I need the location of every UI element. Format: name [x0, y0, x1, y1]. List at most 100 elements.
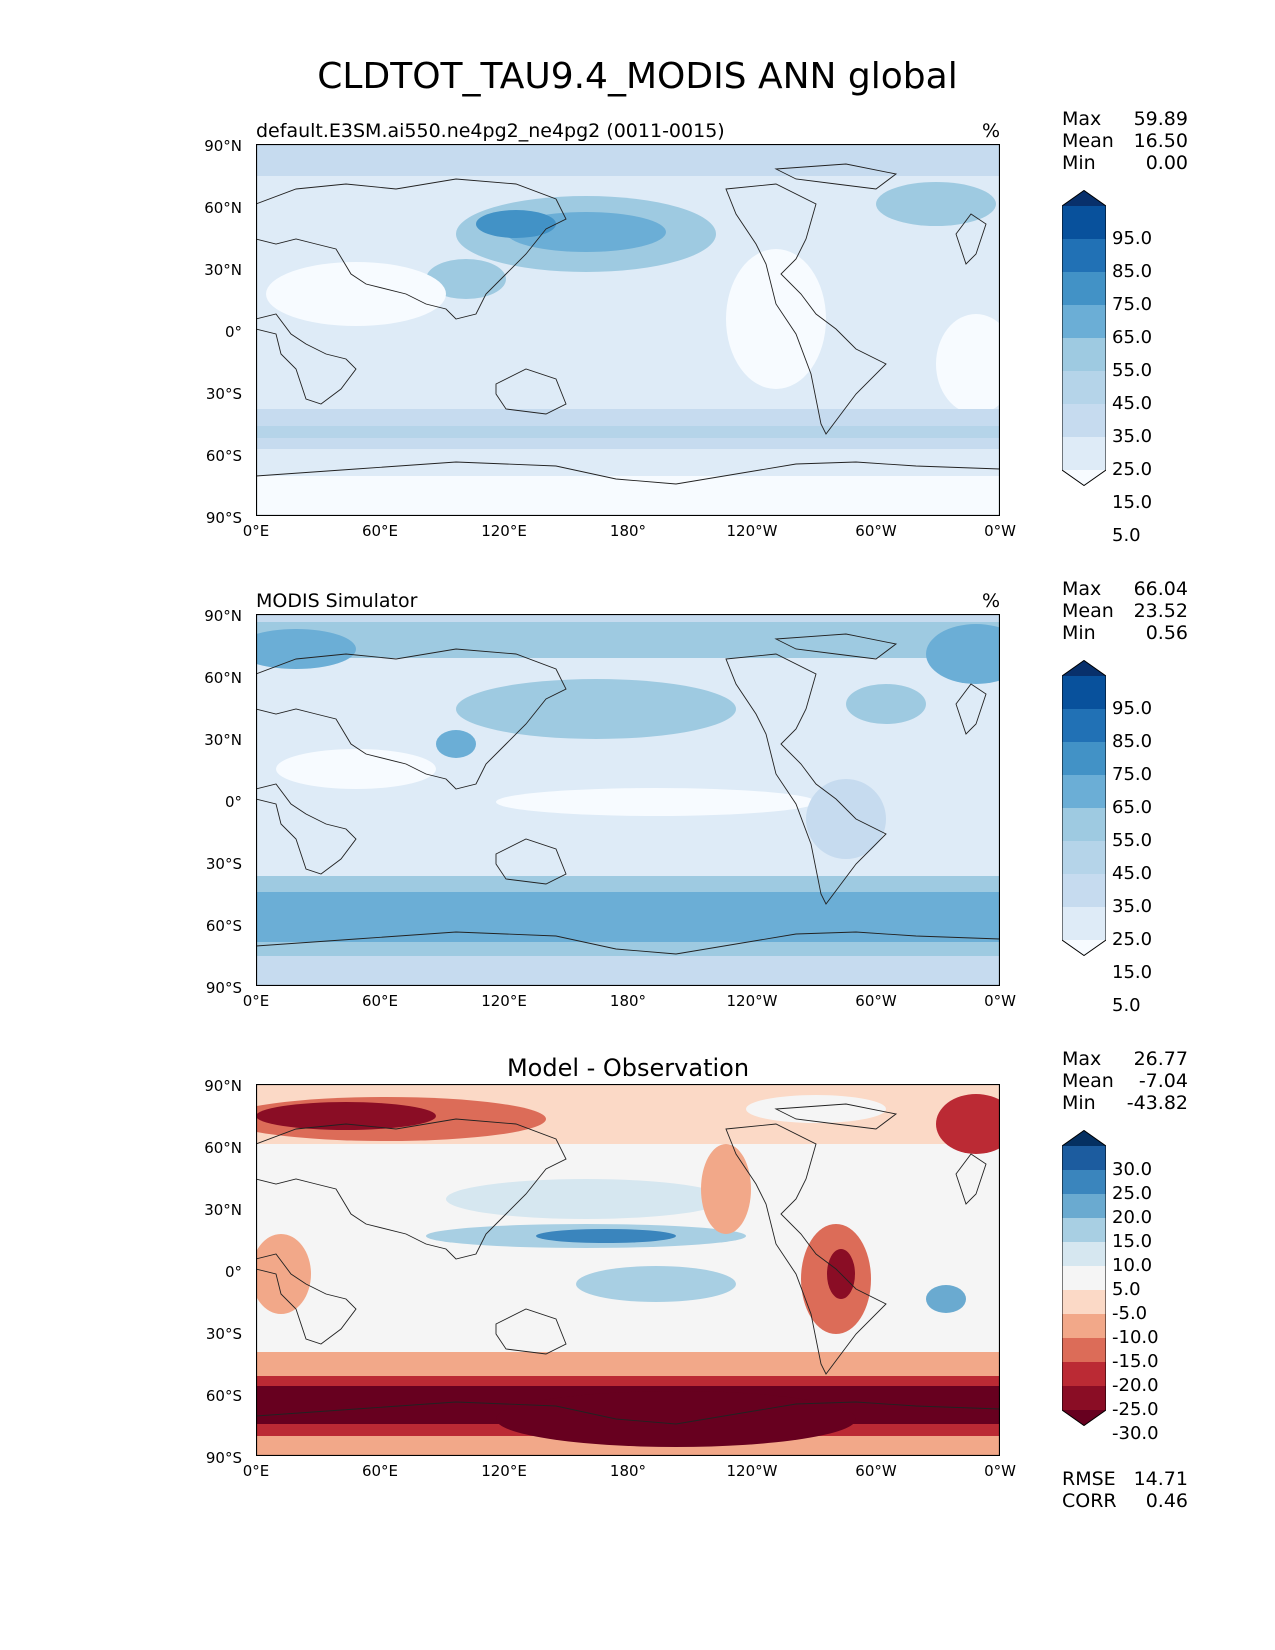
colorbar	[1062, 660, 1106, 956]
colorbar-tick-label: 75.0	[1112, 764, 1153, 785]
y-tick: 90°S	[205, 1449, 242, 1467]
colorbar-segment	[1062, 1386, 1106, 1411]
colorbar-tick-label: 95.0	[1112, 228, 1153, 249]
obs-panel: MODIS Simulator %	[0, 578, 1275, 1040]
x-tick: 120°W	[726, 992, 778, 1010]
max-value: 59.89	[1133, 108, 1188, 130]
y-tick: 0°	[224, 323, 242, 341]
colorbar-tick-label: 45.0	[1112, 863, 1153, 884]
max-label: Max	[1062, 578, 1102, 600]
y-tick: 60°N	[204, 669, 242, 687]
y-tick: 90°S	[205, 979, 242, 997]
x-tick: 0°E	[242, 1462, 270, 1480]
mean-label: Mean	[1062, 130, 1114, 152]
y-tick: 30°S	[205, 1325, 242, 1343]
metrics-block: RMSE 14.71 CORR 0.46	[1062, 1468, 1188, 1512]
colorbar-segment	[1062, 371, 1106, 405]
x-tick: 0°W	[984, 522, 1016, 540]
model-map	[256, 144, 1000, 516]
colorbar-extend-bottom	[1062, 1410, 1106, 1426]
x-tick: 0°W	[984, 992, 1016, 1010]
colorbar	[1062, 1130, 1106, 1426]
panel-title: Model - Observation	[506, 1054, 750, 1082]
max-value: 66.04	[1133, 578, 1188, 600]
colorbar-segment	[1062, 1194, 1106, 1219]
x-tick: 120°W	[726, 1462, 778, 1480]
colorbar-segment	[1062, 676, 1106, 710]
unit-label: %	[982, 590, 1001, 612]
stats-block: Max 26.77 Mean -7.04 Min -43.82	[1062, 1048, 1188, 1114]
x-tick: 180°	[609, 992, 647, 1010]
y-tick: 30°S	[205, 385, 242, 403]
stats-block: Max 59.89 Mean 16.50 Min 0.00	[1062, 108, 1188, 174]
colorbar-segment	[1062, 1290, 1106, 1315]
colorbar-segment	[1062, 808, 1106, 842]
y-tick: 30°N	[204, 1201, 242, 1219]
colorbar-outline	[1062, 190, 1106, 486]
colorbar-tick-label: 5.0	[1112, 1279, 1141, 1300]
colorbar-tick-label: 65.0	[1112, 797, 1153, 818]
min-label: Min	[1062, 622, 1096, 644]
colorbar-tick-label: 55.0	[1112, 360, 1153, 381]
colorbar	[1062, 190, 1106, 486]
colorbar-segment	[1062, 1242, 1106, 1267]
colorbar-segment	[1062, 206, 1106, 240]
y-tick: 90°N	[204, 607, 242, 625]
x-tick: 120°E	[481, 522, 527, 540]
y-tick: 0°	[224, 793, 242, 811]
mean-value: 16.50	[1133, 130, 1188, 152]
y-tick: 60°S	[205, 447, 242, 465]
x-tick: 60°W	[855, 1462, 897, 1480]
panel-title: MODIS Simulator	[256, 590, 418, 612]
colorbar-segment	[1062, 1362, 1106, 1387]
min-value: -43.82	[1126, 1092, 1188, 1114]
colorbar-tick-label: 35.0	[1112, 426, 1153, 447]
x-tick: 0°E	[242, 522, 270, 540]
y-tick: 30°S	[205, 855, 242, 873]
x-tick: 60°W	[855, 522, 897, 540]
y-tick: 60°S	[205, 1387, 242, 1405]
y-tick: 90°N	[204, 137, 242, 155]
colorbar-tick-label: 95.0	[1112, 698, 1153, 719]
figure-title: CLDTOT_TAU9.4_MODIS ANN global	[317, 56, 958, 97]
colorbar-tick-label: 15.0	[1112, 492, 1153, 513]
x-tick: 120°W	[726, 522, 778, 540]
colorbar-tick-label: 30.0	[1112, 1159, 1153, 1180]
colorbar-segment	[1062, 1218, 1106, 1243]
colorbar-segment	[1062, 775, 1106, 809]
rmse-label: RMSE	[1062, 1468, 1116, 1490]
max-label: Max	[1062, 108, 1102, 130]
colorbar-tick-label: -25.0	[1112, 1399, 1159, 1420]
model-panel: default.E3SM.ai550.ne4pg2_ne4pg2 (0011-0…	[0, 108, 1275, 570]
colorbar-segment	[1062, 742, 1106, 776]
colorbar-tick-label: 85.0	[1112, 731, 1153, 752]
x-tick: 0°W	[984, 1462, 1016, 1480]
colorbar-segment	[1062, 404, 1106, 438]
panel-title: default.E3SM.ai550.ne4pg2_ne4pg2 (0011-0…	[256, 120, 725, 142]
colorbar-tick-label: 25.0	[1112, 459, 1153, 480]
colorbar-segment	[1062, 709, 1106, 743]
y-tick: 60°N	[204, 1139, 242, 1157]
diff-map	[256, 1084, 1000, 1456]
y-tick: 90°N	[204, 1077, 242, 1095]
y-tick: 90°S	[205, 509, 242, 527]
colorbar-tick-label: -10.0	[1112, 1327, 1159, 1348]
x-tick: 60°E	[361, 1462, 399, 1480]
colorbar-outline	[1062, 1130, 1106, 1426]
colorbar-tick-label: 10.0	[1112, 1255, 1153, 1276]
colorbar-extend-top	[1062, 190, 1106, 206]
min-value: 0.56	[1145, 622, 1188, 644]
colorbar-segment	[1062, 305, 1106, 339]
obs-map	[256, 614, 1000, 986]
colorbar-extend-bottom	[1062, 940, 1106, 956]
colorbar-extend-bottom	[1062, 470, 1106, 486]
colorbar-segment	[1062, 1314, 1106, 1339]
colorbar-segment	[1062, 1266, 1106, 1291]
y-tick: 30°N	[204, 731, 242, 749]
mean-value: 23.52	[1133, 600, 1188, 622]
colorbar-tick-label: 20.0	[1112, 1207, 1153, 1228]
min-label: Min	[1062, 1092, 1096, 1114]
y-tick: 0°	[224, 1263, 242, 1281]
max-label: Max	[1062, 1048, 1102, 1070]
x-tick: 120°E	[481, 992, 527, 1010]
